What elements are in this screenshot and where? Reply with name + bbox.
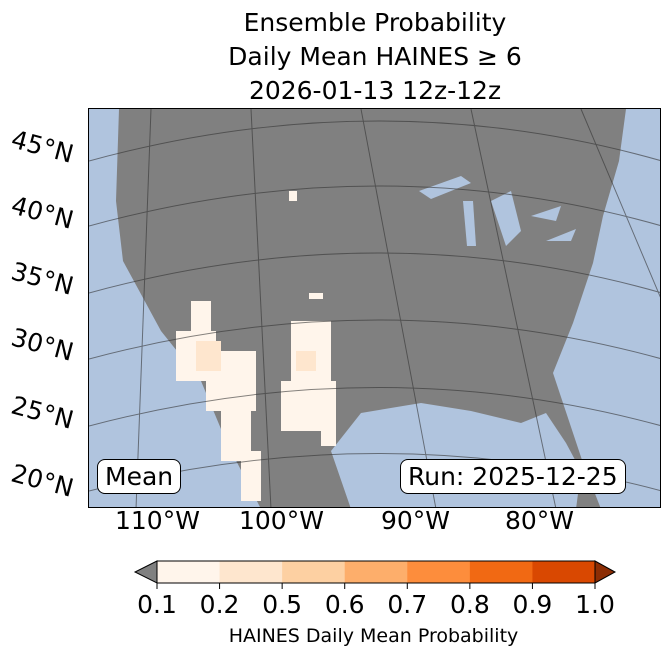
pacific-ocean bbox=[89, 109, 260, 507]
colorbar-tick-label: 0.5 bbox=[262, 590, 303, 619]
lon-label-100: 100°W bbox=[239, 506, 324, 535]
colorbar bbox=[133, 560, 617, 589]
run-label: Run: 2025-12-25 bbox=[400, 459, 626, 494]
probability-patches bbox=[176, 191, 336, 501]
title-line-1: Ensemble Probability bbox=[243, 8, 507, 37]
lat-label-40: 40°N bbox=[8, 190, 77, 235]
lat-label-30: 30°N bbox=[8, 322, 77, 367]
lon-label-80: 80°W bbox=[505, 506, 575, 535]
probability-map bbox=[88, 108, 661, 508]
colorbar-over-arrow bbox=[594, 560, 617, 584]
colorbar-segment bbox=[282, 561, 346, 583]
lat-label-25: 25°N bbox=[8, 390, 77, 435]
colorbar-tick-label: 0.7 bbox=[387, 590, 428, 619]
atlantic-ocean bbox=[553, 109, 660, 507]
lon-label-110: 110°W bbox=[115, 506, 200, 535]
colorbar-segment bbox=[407, 561, 471, 583]
colorbar-tick-label: 0.1 bbox=[137, 590, 177, 619]
lat-label-45: 45°N bbox=[8, 124, 77, 169]
colorbar-tick-label: 0.8 bbox=[449, 590, 490, 619]
mean-label: Mean bbox=[97, 459, 182, 494]
colorbar-label: HAINES Daily Mean Probability bbox=[228, 625, 519, 647]
colorbar-tick-label: 0.2 bbox=[199, 590, 240, 619]
colorbar-segment bbox=[157, 561, 221, 583]
colorbar-segment bbox=[344, 561, 408, 583]
great-lakes bbox=[419, 176, 576, 246]
colorbar-segment bbox=[469, 561, 533, 583]
title-line-3: 2026-01-13 12z-12z bbox=[248, 76, 502, 105]
colorbar-tick-label: 0.9 bbox=[512, 590, 553, 619]
title-line-2: Daily Mean HAINES ≥ 6 bbox=[228, 42, 522, 71]
colorbar-segment bbox=[219, 561, 283, 583]
colorbar-tick-label: 0.6 bbox=[324, 590, 365, 619]
colorbar-tick-label: 1.0 bbox=[575, 590, 615, 619]
lat-label-35: 35°N bbox=[8, 256, 77, 301]
colorbar-under-arrow bbox=[133, 560, 158, 584]
lon-label-90: 90°W bbox=[381, 506, 451, 535]
colorbar-segment bbox=[532, 561, 596, 583]
lat-label-20: 20°N bbox=[8, 458, 77, 503]
